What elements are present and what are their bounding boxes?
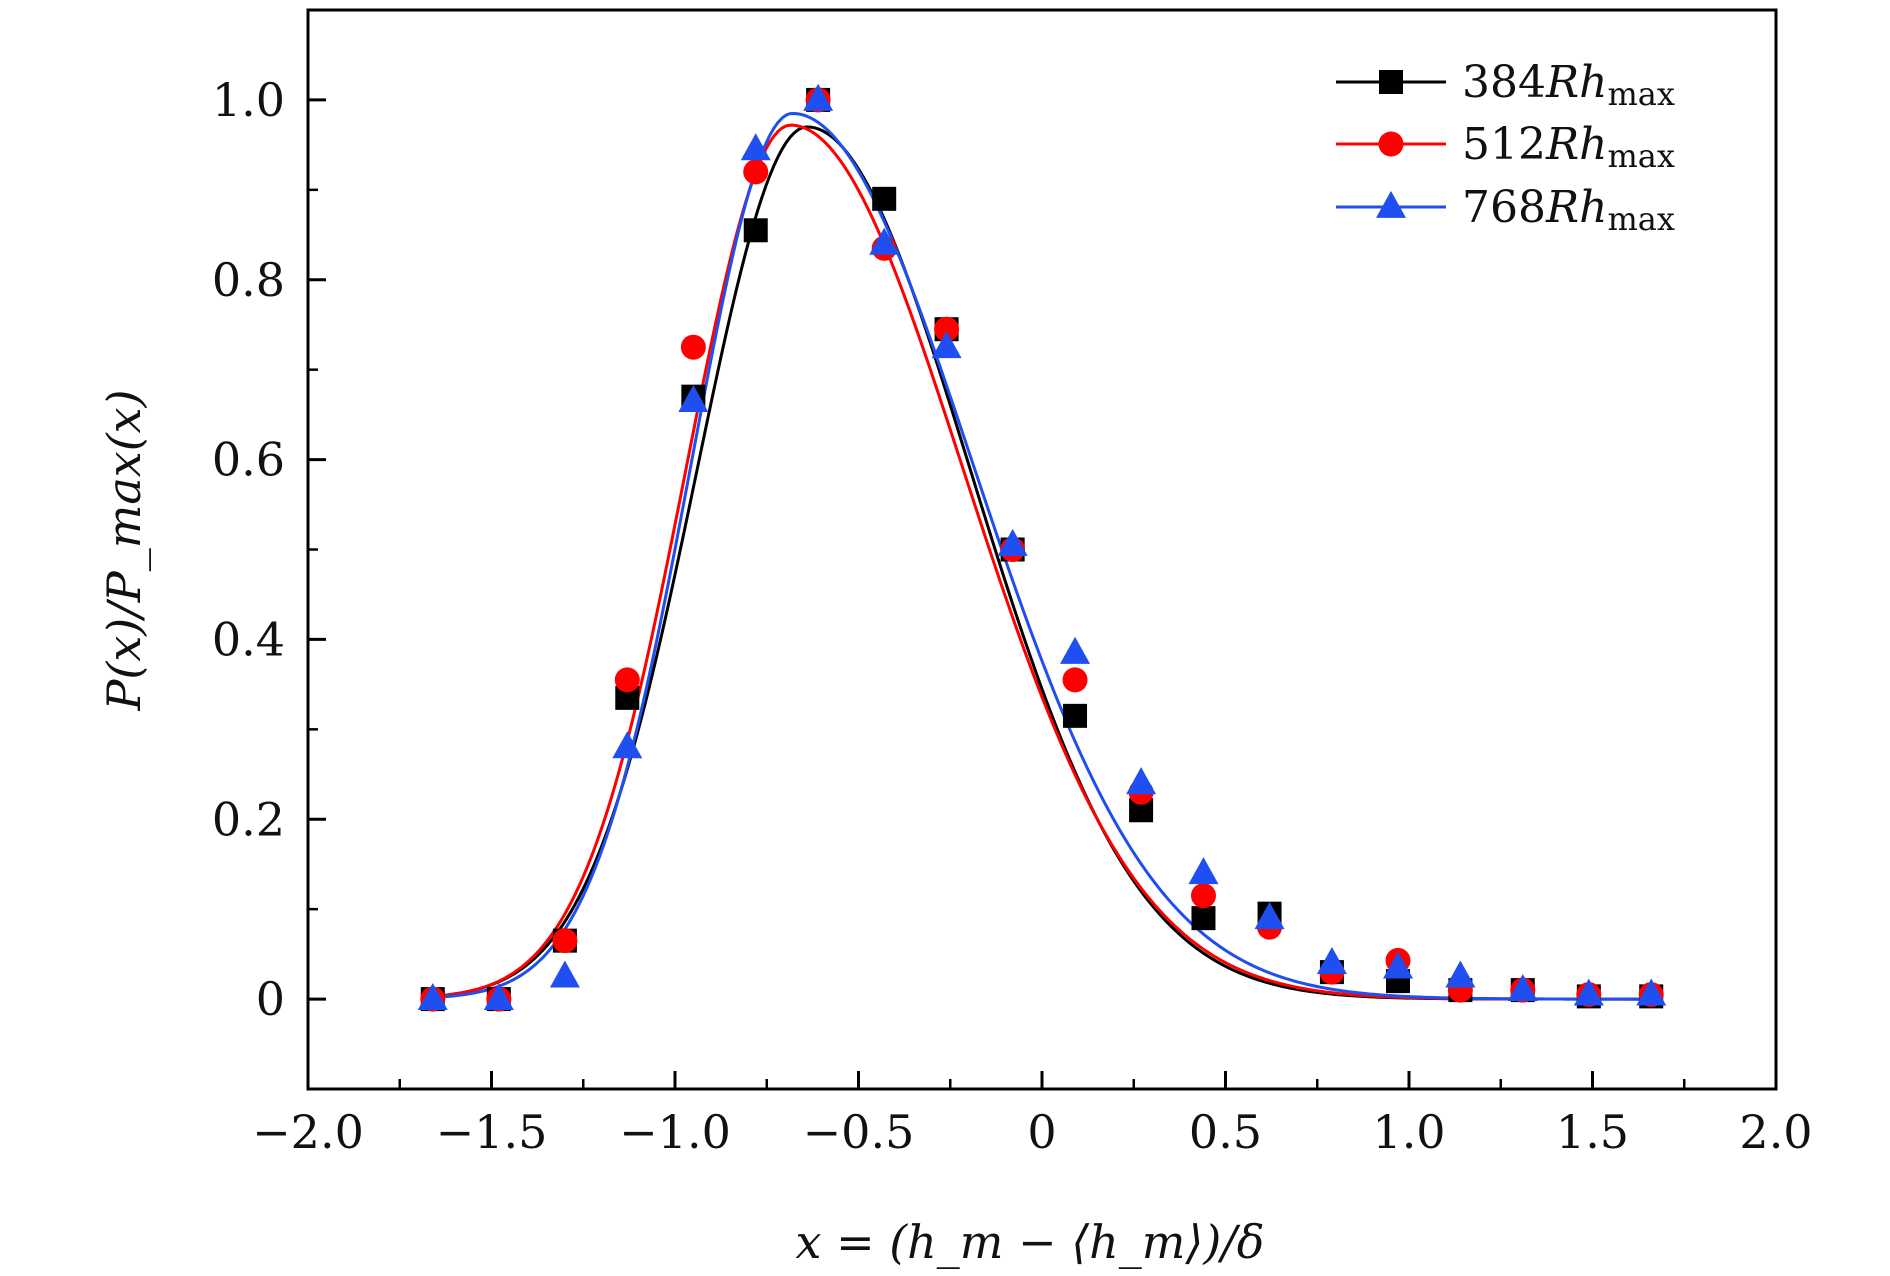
legend-label-384: 384Rhmax [1462, 57, 1675, 113]
data-point-768 [1382, 951, 1413, 979]
data-point-512 [743, 159, 769, 185]
data-point-768 [869, 227, 900, 255]
axis-ticks [306, 98, 1778, 1089]
data-point-512 [934, 316, 960, 342]
data-point-768 [1445, 960, 1476, 988]
fit-curve-768 [432, 111, 1652, 1001]
legend-marker-768 [1376, 190, 1406, 218]
x-tick-label: 2.0 [1739, 1105, 1812, 1159]
legend-marker-512 [1378, 131, 1404, 157]
data-point-512 [1190, 883, 1216, 909]
y-tick-label: 0.6 [212, 433, 285, 487]
data-point-768 [740, 133, 771, 161]
y-tick-label: 0 [256, 972, 285, 1026]
legend: 384Rhmax 512Rhmax 768Rhmax [1336, 57, 1675, 238]
data-point-768 [549, 960, 580, 988]
legend-label-512: 512Rhmax [1462, 119, 1675, 175]
y-axis-title: P(x)/P_max(x) [97, 389, 151, 711]
data-point-768 [612, 731, 643, 759]
data-point-768 [997, 528, 1028, 556]
data-point-768 [417, 982, 448, 1011]
data-point-512 [1062, 667, 1088, 693]
data-point-768 [1507, 973, 1538, 1002]
data-point-768 [678, 385, 709, 413]
fit-curve-384 [432, 125, 1652, 1001]
data-point-768 [1060, 636, 1091, 664]
fit-curves [432, 111, 1652, 1001]
data-markers [417, 83, 1667, 1012]
data-point-384 [743, 218, 768, 243]
data-point-768 [1254, 902, 1285, 930]
y-tick-labels: 0 0.2 0.4 0.6 0.8 1.0 [212, 73, 285, 1026]
data-point-768 [1636, 978, 1667, 1006]
y-tick-label: 0.2 [212, 792, 285, 846]
x-tick-labels: −2.0 −1.5 −1.0 −0.5 0 0.5 1.0 1.5 2.0 [252, 1105, 1812, 1159]
y-tick-label: 0.4 [212, 612, 285, 666]
data-point-768 [1573, 978, 1604, 1006]
y-tick-label: 1.0 [212, 73, 285, 127]
data-point-384 [1063, 703, 1088, 728]
data-point-768 [1188, 857, 1219, 885]
x-tick-label: −1.0 [619, 1105, 731, 1159]
x-tick-label: −1.5 [436, 1105, 548, 1159]
data-point-768 [483, 982, 514, 1011]
data-point-384 [1191, 906, 1216, 931]
data-point-512 [680, 334, 706, 360]
x-tick-label: −0.5 [803, 1105, 915, 1159]
data-point-512 [552, 928, 578, 954]
legend-label-768: 768Rhmax [1462, 182, 1675, 238]
data-point-768 [1316, 946, 1347, 975]
data-point-512 [614, 667, 640, 693]
data-point-768 [931, 331, 962, 359]
fit-curve-512 [432, 123, 1652, 1001]
x-tick-label: 1.5 [1556, 1105, 1629, 1159]
legend-marker-384 [1379, 70, 1403, 94]
plot-frame [306, 8, 1778, 1091]
y-tick-label: 0.8 [212, 253, 285, 307]
x-axis-title: x = (h_m − ⟨h_m⟩)/δ [796, 1215, 1265, 1269]
x-tick-label: 1.0 [1372, 1105, 1445, 1159]
x-tick-label: −2.0 [252, 1105, 364, 1159]
x-tick-label: 0.5 [1189, 1105, 1262, 1159]
data-point-384 [872, 186, 897, 211]
data-point-768 [1126, 767, 1157, 795]
x-tick-label: 0 [1027, 1105, 1056, 1159]
data-point-768 [803, 83, 834, 111]
